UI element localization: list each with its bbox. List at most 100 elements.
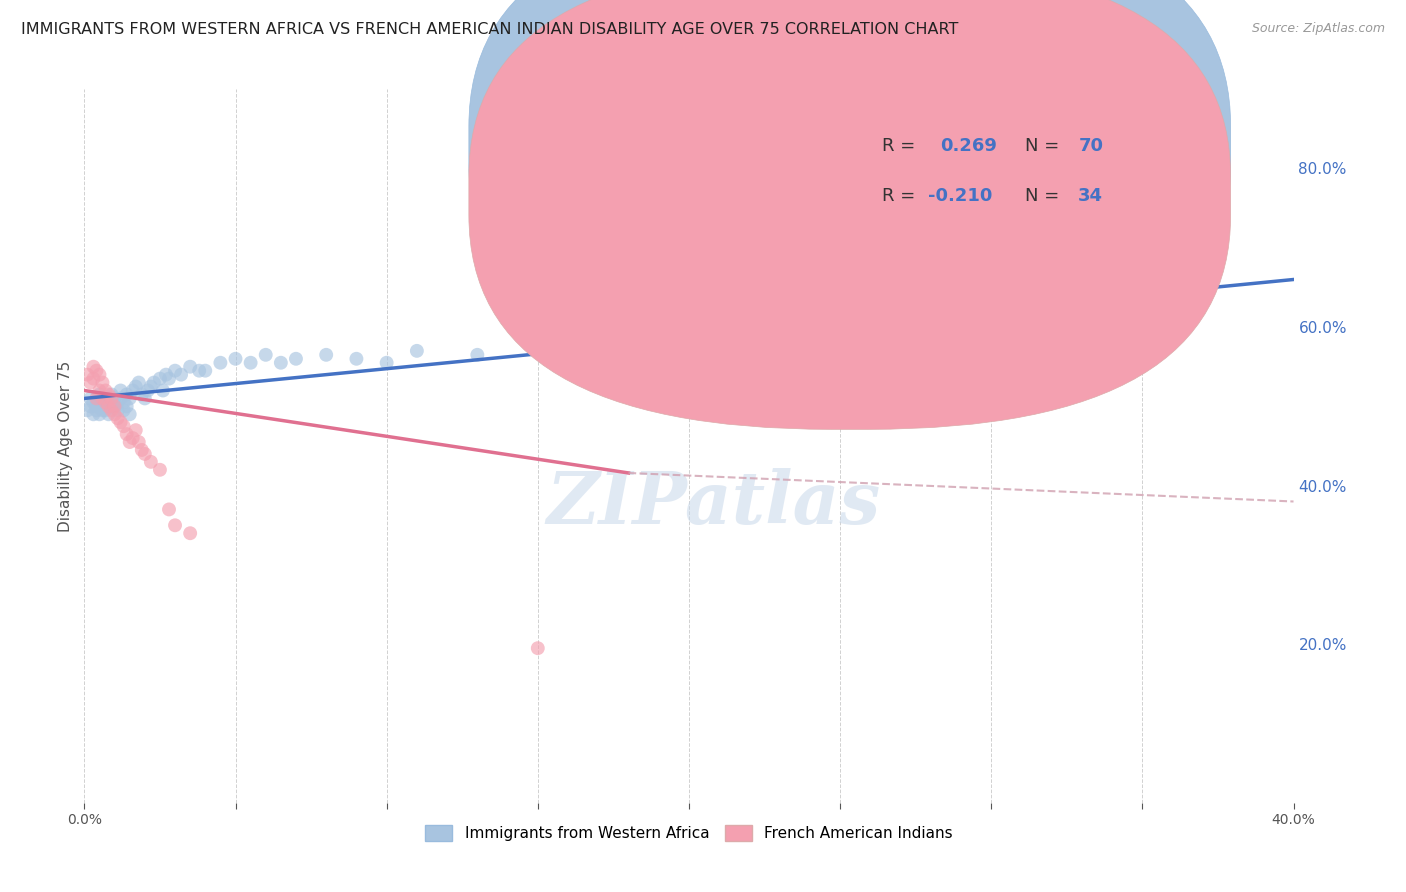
Point [91,392,114,406]
Point [97,400,120,414]
Point [859,335,882,350]
Point [104,392,127,406]
Point [107,411,129,425]
Point [170,368,193,382]
Point [950,225,973,239]
Point [118,407,141,421]
Point [165,364,187,378]
Point [121,384,143,398]
Point [157,502,180,516]
Point [94,400,117,414]
Point [157,371,180,385]
Point [375,356,398,370]
Point [155,368,177,382]
Point [82,371,104,385]
Point [588,351,610,366]
FancyBboxPatch shape [468,0,1230,379]
Point [86,400,108,414]
Text: 0.269: 0.269 [941,136,997,154]
Point [125,379,148,393]
FancyBboxPatch shape [468,0,1230,429]
Legend: Immigrants from Western Africa, French American Indians: Immigrants from Western Africa, French A… [418,817,960,848]
Point [239,356,262,370]
Point [270,356,292,370]
Point [149,371,172,385]
Point [165,518,187,533]
Point [89,395,111,409]
Point [315,348,337,362]
Text: R =: R = [883,136,921,154]
Point [406,343,429,358]
Text: 70: 70 [1078,136,1104,154]
Point [254,348,277,362]
Point [112,419,135,434]
Text: ZIPatlas: ZIPatlas [546,467,880,539]
Point [112,395,135,409]
Point [142,376,165,390]
Point [82,395,104,409]
Point [179,526,201,541]
Point [527,641,550,656]
Point [285,351,308,366]
Point [86,392,108,406]
Point [115,427,138,442]
Point [467,348,489,362]
Point [131,442,153,457]
Point [134,392,156,406]
Text: -0.210: -0.210 [928,186,993,204]
Point [128,376,150,390]
Point [107,395,129,409]
Point [97,407,120,421]
Point [86,392,108,406]
Point [115,400,138,414]
Point [1130,351,1153,366]
Point [86,364,108,378]
Point [139,455,162,469]
Point [225,351,247,366]
Point [100,392,122,406]
Text: Source: ZipAtlas.com: Source: ZipAtlas.com [1251,22,1385,36]
Point [79,392,101,406]
Point [110,384,132,398]
Point [79,376,101,390]
Point [121,431,143,445]
Point [134,447,156,461]
Point [107,403,129,417]
Text: R =: R = [883,186,921,204]
Point [76,403,98,417]
Point [527,257,550,271]
Point [97,392,120,406]
Point [346,351,368,366]
Point [104,407,127,421]
Point [149,463,172,477]
Point [118,435,141,450]
Point [89,384,111,398]
Point [194,364,217,378]
Point [125,423,148,437]
Point [152,384,174,398]
Text: N =: N = [1025,136,1066,154]
Point [97,400,120,414]
Point [188,364,211,378]
Point [110,415,132,429]
Point [82,359,104,374]
Point [91,392,114,406]
Point [94,384,117,398]
Y-axis label: Disability Age Over 75: Disability Age Over 75 [58,360,73,532]
Point [1040,351,1063,366]
FancyBboxPatch shape [804,114,1227,221]
Point [115,387,138,401]
Point [104,400,127,414]
Text: 34: 34 [1078,186,1104,204]
Point [91,400,114,414]
Point [89,368,111,382]
Point [100,403,122,417]
Point [82,407,104,421]
Point [86,403,108,417]
Text: IMMIGRANTS FROM WESTERN AFRICA VS FRENCH AMERICAN INDIAN DISABILITY AGE OVER 75 : IMMIGRANTS FROM WESTERN AFRICA VS FRENCH… [21,22,959,37]
Point [179,359,201,374]
Point [100,395,122,409]
Point [94,395,117,409]
Point [769,241,792,255]
Point [89,387,111,401]
